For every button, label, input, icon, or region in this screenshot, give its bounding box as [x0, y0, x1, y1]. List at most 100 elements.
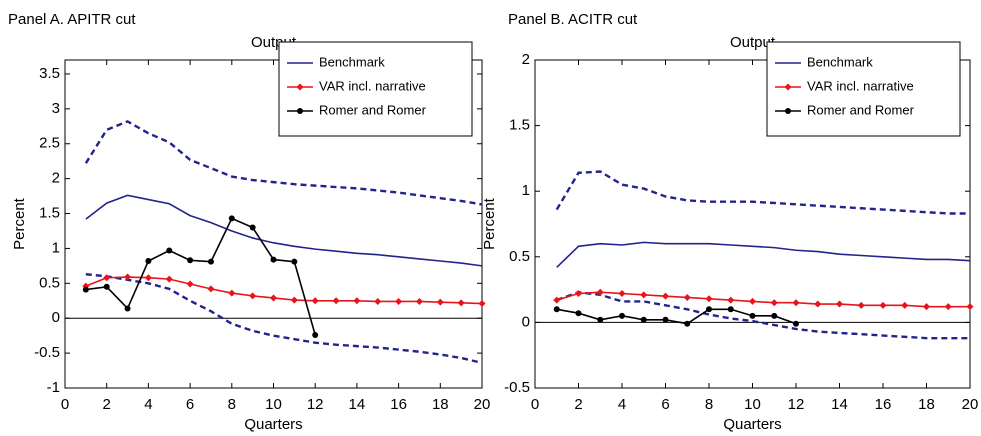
point	[290, 296, 298, 304]
point	[836, 300, 843, 308]
x-tick-label: 14	[831, 396, 848, 413]
legend-label: VAR incl. narrative	[319, 78, 426, 93]
point	[353, 297, 361, 305]
series-line	[85, 194, 483, 267]
point	[124, 305, 131, 312]
point	[103, 283, 110, 290]
y-tick-label: 0.5	[39, 274, 60, 291]
point	[124, 273, 132, 281]
y-tick-label: 2.5	[39, 135, 60, 152]
point	[436, 298, 444, 306]
y-tick-label: -1	[47, 379, 60, 396]
point	[619, 312, 625, 319]
legend-box	[278, 41, 473, 137]
point	[814, 300, 822, 308]
y-tick-label: 1	[522, 182, 530, 199]
x-tick-label: 6	[661, 396, 669, 413]
series-line	[556, 308, 797, 325]
point	[640, 291, 648, 299]
confidence-band	[555, 170, 970, 215]
series-line	[85, 276, 483, 305]
x-tick-label: 0	[531, 396, 539, 413]
point	[662, 316, 669, 323]
x-tick-label: 6	[186, 396, 194, 413]
x-tick-label: 14	[349, 396, 366, 413]
chart-title: Output	[730, 34, 776, 51]
x-tick-label: 10	[744, 396, 761, 413]
x-tick-label: 16	[390, 396, 407, 413]
x-tick-label: 2	[574, 396, 582, 413]
y-tick-label: 2	[52, 170, 60, 187]
x-tick-label: 20	[474, 396, 491, 413]
point	[684, 320, 691, 327]
point	[457, 299, 465, 307]
point	[166, 247, 173, 254]
legend-label: VAR incl. narrative	[807, 78, 914, 93]
x-axis-label: Quarters	[723, 416, 781, 433]
point	[332, 297, 340, 305]
x-axis-label: Quarters	[244, 416, 302, 433]
point	[923, 303, 930, 311]
point	[312, 331, 319, 338]
x-tick-label: 12	[307, 396, 324, 413]
point	[103, 274, 111, 282]
legend: Benchmark VAR incl. narrative Romer and Ro…	[766, 41, 961, 137]
confidence-band	[556, 290, 970, 340]
y-tick-label: 3	[52, 100, 60, 117]
x-tick-label: 8	[705, 396, 713, 413]
point	[706, 306, 712, 313]
y-tick-label: 0	[522, 313, 530, 330]
y-tick-label: 3.5	[39, 65, 60, 82]
y-tick-label: 1.5	[509, 117, 530, 134]
point	[228, 215, 235, 222]
legend-label: Romer and Romer	[807, 102, 915, 117]
point	[187, 257, 194, 264]
legend-marker	[296, 83, 304, 91]
legend-label: Romer and Romer	[319, 102, 427, 117]
point	[901, 301, 909, 309]
point	[249, 292, 257, 300]
point	[749, 312, 756, 319]
x-tick-label: 16	[875, 396, 892, 413]
point	[228, 289, 236, 297]
point	[792, 299, 800, 307]
y-tick-label: 0.5	[509, 248, 530, 265]
point	[879, 301, 887, 309]
legend-marker	[784, 83, 792, 91]
legend-label: Benchmark	[807, 54, 873, 69]
point	[553, 296, 561, 304]
point	[944, 303, 952, 311]
point	[596, 288, 604, 296]
legend-marker	[297, 108, 303, 114]
point	[618, 290, 626, 298]
point	[82, 286, 89, 293]
point	[270, 294, 277, 302]
y-axis-label: Percent	[481, 197, 498, 250]
point	[683, 293, 691, 301]
point	[249, 224, 256, 231]
point	[640, 316, 647, 323]
point	[662, 292, 669, 300]
point	[478, 300, 486, 308]
legend: Benchmark VAR incl. narrative Romer and Ro…	[278, 41, 473, 137]
point	[207, 258, 214, 265]
legend-label: Benchmark	[319, 54, 385, 69]
point	[727, 306, 734, 313]
y-tick-label: -0.5	[504, 379, 530, 396]
point	[966, 303, 974, 311]
x-tick-label: 4	[618, 396, 626, 413]
point	[727, 296, 735, 304]
y-tick-label: 1.5	[39, 205, 60, 222]
series-line	[556, 241, 971, 268]
series-line	[85, 217, 316, 336]
point	[771, 312, 778, 319]
legend-marker	[785, 108, 791, 114]
confidence-band	[85, 273, 483, 365]
y-tick-label: -0.5	[34, 344, 60, 361]
point	[793, 320, 799, 327]
point	[575, 310, 582, 317]
point	[770, 299, 778, 307]
point	[415, 297, 423, 305]
point	[144, 274, 152, 282]
